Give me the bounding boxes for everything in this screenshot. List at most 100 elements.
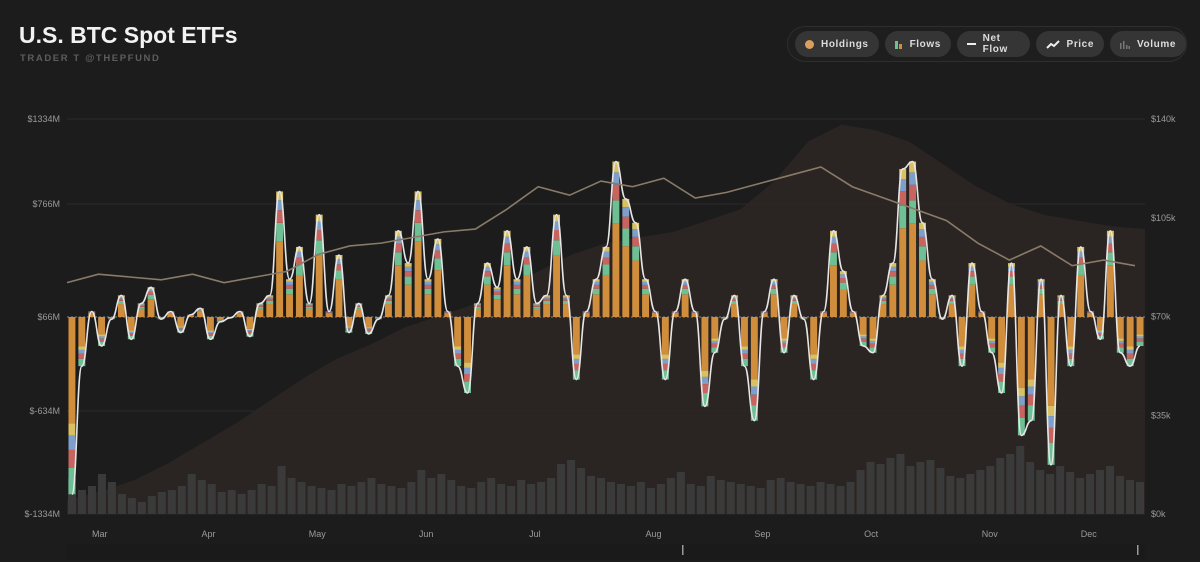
volume-bar (127, 498, 136, 514)
flow-bar-segment (869, 347, 877, 353)
flow-bar-segment (543, 304, 551, 317)
volume-bar (976, 470, 985, 514)
range-navigator-left-handle[interactable] (682, 545, 684, 555)
flow-bar-segment (147, 294, 155, 300)
legend-flows-button[interactable]: Flows (884, 31, 951, 57)
flow-bar-segment (68, 423, 76, 436)
flow-bar-segment (503, 236, 511, 244)
flow-bar-segment (770, 288, 778, 295)
flow-bar-segment (958, 349, 966, 354)
volume-bar (357, 482, 366, 514)
flow-bar-segment (127, 331, 135, 334)
flow-bar-segment (365, 328, 373, 330)
volume-bar (547, 478, 556, 514)
flow-bar-segment (434, 258, 442, 271)
flow-bar-segment (1067, 349, 1075, 354)
flow-bar-segment (998, 381, 1006, 394)
flow-bar-segment (750, 379, 758, 387)
flow-bar-segment (810, 363, 818, 371)
legend-holdings-button[interactable]: Holdings (795, 31, 879, 57)
flow-bar-segment (928, 288, 936, 295)
flow-bar-segment (335, 264, 343, 271)
flow-bar-segment (365, 317, 373, 328)
volume-bar (916, 462, 925, 514)
flow-bar-segment (1037, 288, 1045, 295)
flow-bar-segment (384, 296, 392, 299)
flow-bar-segment (543, 300, 551, 305)
flow-bar-segment (899, 168, 907, 180)
flow-bar-segment (454, 358, 462, 367)
flow-bar-segment (127, 335, 135, 340)
legend-price-button[interactable]: Price (1035, 31, 1105, 57)
legend-volume-button[interactable]: Volume (1110, 31, 1186, 57)
flow-bar-segment (928, 279, 936, 282)
volume-bar (537, 482, 546, 514)
flow-bar-segment (909, 161, 917, 173)
flow-bar-segment (830, 265, 837, 317)
legend-net-flow-button[interactable]: Net Flow (956, 31, 1030, 57)
flow-bar-segment (424, 288, 432, 295)
volume-bar (886, 458, 895, 514)
flow-bar-segment (879, 296, 887, 299)
volume-bar (227, 490, 236, 514)
flow-bar-segment (562, 304, 570, 317)
flow-bar-segment (661, 354, 669, 359)
volume-bar (317, 488, 326, 514)
flow-bar-segment (78, 353, 86, 359)
volume-bar (507, 486, 516, 514)
flow-bar-segment (315, 255, 323, 317)
flow-bar-segment (345, 327, 353, 329)
x-axis-month-label: Jul (529, 529, 541, 539)
flow-bar-segment (1106, 252, 1114, 266)
volume-bar (956, 478, 965, 514)
flow-bar-segment (661, 317, 669, 355)
flow-bar-segment (632, 222, 640, 230)
volume-bar (796, 484, 805, 514)
flow-bar-segment (1067, 358, 1075, 367)
flow-bar-segment (513, 279, 521, 282)
flow-bar-segment (780, 347, 788, 353)
flow-bar-segment (1057, 304, 1065, 317)
flow-bar-segment (345, 326, 353, 328)
flow-bar-segment (1047, 416, 1055, 428)
flow-bar-segment (978, 312, 986, 313)
flow-bar-segment (820, 313, 828, 317)
flow-bar-segment (869, 317, 877, 339)
flow-bar-segment (790, 296, 798, 299)
flow-bar-segment (849, 313, 857, 317)
volume-bar (856, 470, 865, 514)
flow-bar-segment (355, 305, 363, 307)
volume-bar (716, 480, 725, 514)
flow-bar-segment (760, 312, 768, 313)
flow-bar-segment (661, 358, 669, 364)
flow-bar-segment (740, 317, 748, 347)
volume-bar (117, 494, 126, 514)
flow-bar-segment (404, 266, 412, 272)
flow-bar-segment (899, 228, 907, 317)
flow-bar-segment (919, 236, 926, 247)
x-axis-month-label: Aug (646, 529, 662, 539)
volume-bar (826, 484, 835, 514)
flow-bar-segment (345, 328, 353, 331)
flow-bar-segment (68, 449, 76, 468)
flow-bar-segment (78, 346, 86, 350)
flow-bar-segment (424, 281, 432, 285)
flow-bar-segment (286, 294, 293, 317)
volume-bar (1006, 454, 1015, 514)
flow-bar-segment (810, 354, 818, 359)
flow-bar-segment (612, 161, 620, 173)
range-navigator-right-handle[interactable] (1137, 545, 1139, 555)
flow-bar-segment (1008, 276, 1015, 285)
flow-bar-segment (355, 306, 363, 309)
flow-bar-segment (750, 317, 758, 380)
flow-bar-segment (553, 255, 561, 317)
flow-bar-segment (157, 317, 165, 319)
flow-bar-segment (394, 230, 402, 237)
flow-bar-segment (246, 330, 254, 332)
legend-label: Holdings (821, 38, 869, 50)
volume-bar (686, 484, 695, 514)
flow-bar-segment (365, 329, 373, 332)
x-axis-month-label: Dec (1081, 529, 1098, 539)
flow-bar-segment (651, 312, 659, 313)
volume-bar (776, 478, 785, 514)
